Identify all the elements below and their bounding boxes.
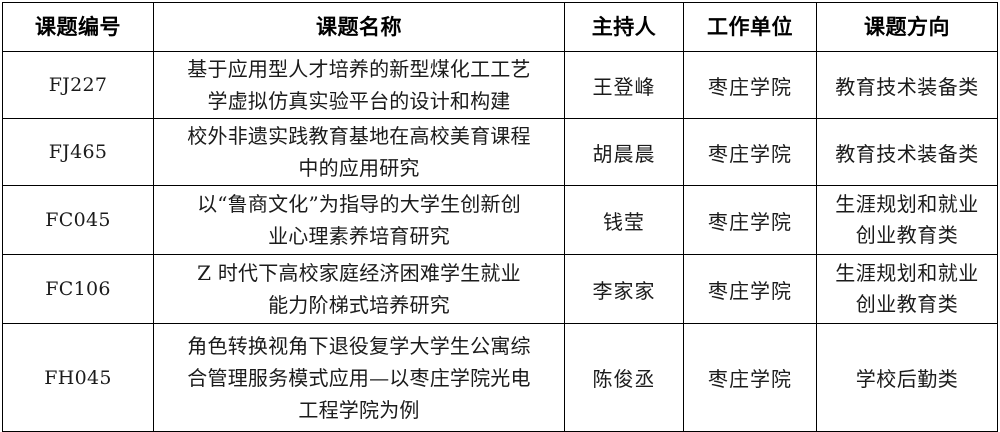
project-name-line: 基于应用型人才培养的新型煤化工工艺	[187, 57, 531, 81]
project-name-line: 业心理素养培育研究	[268, 224, 450, 248]
table-head: 课题编号 课题名称 主持人 工作单位 课题方向	[2, 2, 998, 52]
column-header-name-label: 课题名称	[316, 15, 402, 39]
direction-line: 生涯规划和就业	[835, 261, 979, 285]
cell-unit: 枣庄学院	[683, 254, 817, 324]
direction-line: 教育技术装备类	[835, 141, 979, 166]
project-name-lines: 基于应用型人才培养的新型煤化工工艺 学虚拟仿真实验平台的设计和构建	[154, 53, 564, 117]
cell-host: 李家家	[564, 254, 684, 324]
cell-project-name: 以“鲁商文化”为指导的大学生创新创 业心理素养培育研究	[153, 185, 565, 255]
column-header-unit-label: 工作单位	[707, 15, 793, 39]
cell-direction: 生涯规划和就业 创业教育类	[816, 254, 998, 324]
table-body: FJ227 基于应用型人才培养的新型煤化工工艺 学虚拟仿真实验平台的设计和构建 …	[2, 51, 998, 432]
direction-line: 学校后勤类	[855, 367, 959, 391]
direction-line: 创业教育类	[855, 223, 959, 247]
cell-project-name: Z 时代下高校家庭经济困难学生就业 能力阶梯式培养研究	[153, 254, 565, 324]
table-row: FC045 以“鲁商文化”为指导的大学生创新创 业心理素养培育研究 钱莹 枣庄学…	[2, 185, 998, 255]
cell-direction: 教育技术装备类	[816, 118, 998, 186]
cell-unit: 枣庄学院	[683, 51, 817, 119]
direction-lines: 教育技术装备类	[817, 138, 997, 167]
cell-project-id: FC045	[2, 185, 154, 255]
cell-host: 钱莹	[564, 185, 684, 255]
cell-direction: 学校后勤类	[816, 323, 998, 432]
project-name-lines: Z 时代下高校家庭经济困难学生就业 能力阶梯式培养研究	[154, 257, 564, 321]
cell-unit: 枣庄学院	[683, 118, 817, 186]
cell-direction: 教育技术装备类	[816, 51, 998, 119]
column-header-direction: 课题方向	[816, 2, 998, 52]
table-row: FJ465 校外非遗实践教育基地在高校美育课程 中的应用研究 胡晨晨 枣庄学院 …	[2, 118, 998, 186]
project-name-line: Z 时代下高校家庭经济困难学生就业	[197, 261, 521, 285]
table-header-row: 课题编号 课题名称 主持人 工作单位 课题方向	[2, 2, 998, 52]
project-name-line: 合管理服务模式应用—以枣庄学院光电	[187, 365, 531, 390]
column-header-unit: 工作单位	[683, 2, 817, 52]
direction-lines: 生涯规划和就业 创业教育类	[817, 189, 997, 251]
column-header-host: 主持人	[564, 2, 684, 52]
cell-unit: 枣庄学院	[683, 323, 817, 432]
table-row: FJ227 基于应用型人才培养的新型煤化工工艺 学虚拟仿真实验平台的设计和构建 …	[2, 51, 998, 119]
column-header-name: 课题名称	[153, 2, 565, 52]
cell-direction: 生涯规划和就业 创业教育类	[816, 185, 998, 255]
direction-lines: 学校后勤类	[817, 363, 997, 392]
table-row: FH045 角色转换视角下退役复学大学生公寓综 合管理服务模式应用—以枣庄学院光…	[2, 323, 998, 432]
direction-line: 生涯规划和就业	[835, 192, 979, 216]
project-name-line: 学虚拟仿真实验平台的设计和构建	[207, 89, 511, 113]
cell-project-name: 校外非遗实践教育基地在高校美育课程 中的应用研究	[153, 118, 565, 186]
direction-lines: 生涯规划和就业 创业教育类	[817, 258, 997, 320]
direction-line: 创业教育类	[855, 292, 959, 316]
column-header-direction-label: 课题方向	[864, 15, 950, 39]
direction-lines: 教育技术装备类	[817, 71, 997, 100]
project-name-line: 中的应用研究	[298, 156, 420, 180]
table-row: FC106 Z 时代下高校家庭经济困难学生就业 能力阶梯式培养研究 李家家 枣庄…	[2, 254, 998, 324]
project-name-line: 校外非遗实践教育基地在高校美育课程	[187, 124, 531, 148]
column-header-id-label: 课题编号	[35, 15, 121, 39]
cell-unit: 枣庄学院	[683, 185, 817, 255]
project-name-line: 工程学院为例	[298, 397, 420, 422]
cell-host: 陈俊丞	[564, 323, 684, 432]
project-name-lines: 以“鲁商文化”为指导的大学生创新创 业心理素养培育研究	[154, 188, 564, 252]
project-name-lines: 校外非遗实践教育基地在高校美育课程 中的应用研究	[154, 120, 564, 184]
cell-host: 胡晨晨	[564, 118, 684, 186]
project-name-lines: 角色转换视角下退役复学大学生公寓综 合管理服务模式应用—以枣庄学院光电 工程学院…	[154, 330, 564, 426]
cell-project-id: FC106	[2, 254, 154, 324]
project-name-line: 能力阶梯式培养研究	[268, 293, 450, 317]
cell-project-id: FH045	[2, 323, 154, 432]
column-header-host-label: 主持人	[591, 15, 657, 39]
direction-line: 教育技术装备类	[835, 74, 979, 99]
project-name-line: 角色转换视角下退役复学大学生公寓综	[187, 333, 531, 358]
cell-project-name: 基于应用型人才培养的新型煤化工工艺 学虚拟仿真实验平台的设计和构建	[153, 51, 565, 119]
cell-project-id: FJ465	[2, 118, 154, 186]
column-header-id: 课题编号	[2, 2, 154, 52]
project-name-line: 以“鲁商文化”为指导的大学生创新创	[197, 192, 521, 216]
cell-project-id: FJ227	[2, 51, 154, 119]
cell-project-name: 角色转换视角下退役复学大学生公寓综 合管理服务模式应用—以枣庄学院光电 工程学院…	[153, 323, 565, 432]
cell-host: 王登峰	[564, 51, 684, 119]
